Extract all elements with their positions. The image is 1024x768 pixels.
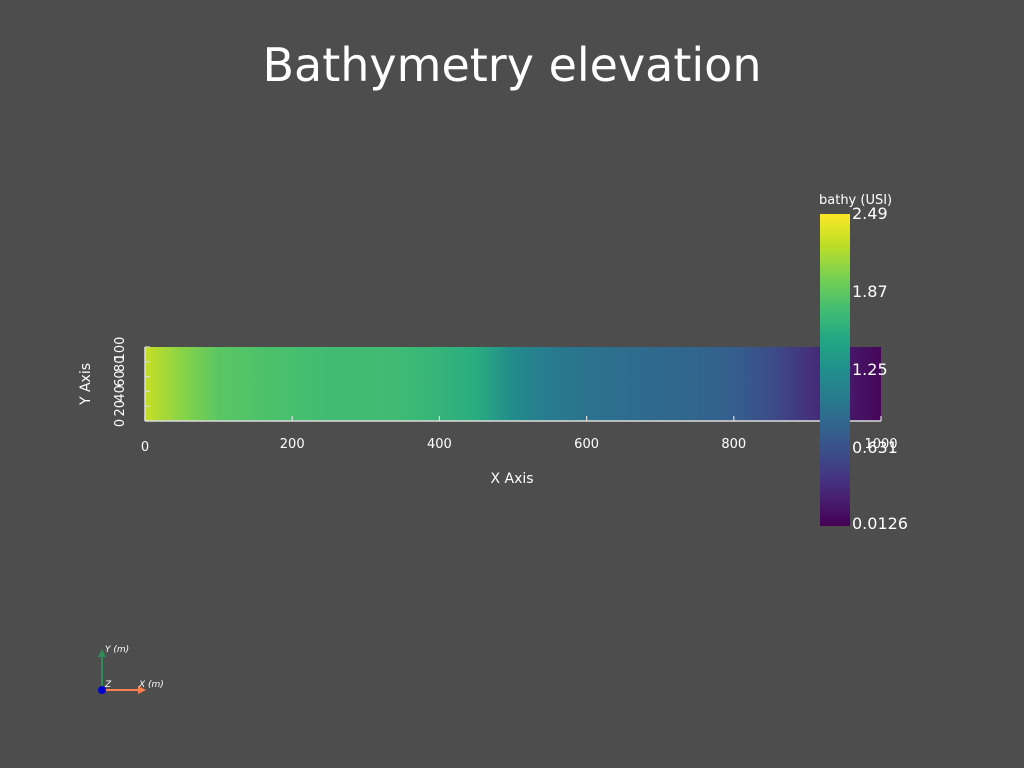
y-axis-title: Y Axis [78, 363, 94, 406]
x-tick-label: 600 [574, 437, 599, 452]
orientation-z-dot [98, 686, 106, 694]
x-axis: 0 200 400 600 800 1000 [141, 416, 898, 455]
colorbar-ticks: 2.49 1.87 1.25 0.631 0.0126 [852, 204, 908, 533]
orientation-z-label: Z [104, 680, 112, 690]
y-tick-label: 0 [113, 419, 128, 427]
colorbar [820, 214, 850, 526]
y-tick-label: 80 [113, 356, 128, 373]
y-tick-label: 100 [113, 337, 128, 362]
x-tick-label: 800 [721, 437, 746, 452]
bathymetry-field [145, 347, 881, 421]
x-tick-label: 0 [141, 440, 149, 455]
x-tick-label: 400 [427, 437, 452, 452]
colorbar-tick-label: 0.0126 [852, 514, 908, 533]
y-tick-label: 20 [113, 400, 128, 417]
y-tick-label: 40 [113, 385, 128, 402]
orientation-y-label: Y (m) [105, 645, 129, 655]
colorbar-title: bathy (USI) [819, 193, 892, 208]
x-tick-label: 1000 [864, 437, 897, 452]
colorbar-tick-label: 0.631 [852, 438, 898, 457]
orientation-x-arrowhead [138, 686, 146, 694]
orientation-x-label: X (m) [138, 680, 164, 690]
orientation-y-arrowhead [98, 649, 106, 657]
colorbar-tick-label: 1.87 [852, 282, 888, 301]
x-axis-title: X Axis [490, 471, 533, 487]
chart-title: Bathymetry elevation [262, 38, 762, 92]
x-tick-label: 200 [280, 437, 305, 452]
colorbar-tick-label: 1.25 [852, 360, 888, 379]
orientation-axes: X (m) Y (m) Z [98, 645, 164, 694]
y-tick-label: 60 [113, 370, 128, 387]
colorbar-tick-label: 2.49 [852, 204, 888, 223]
